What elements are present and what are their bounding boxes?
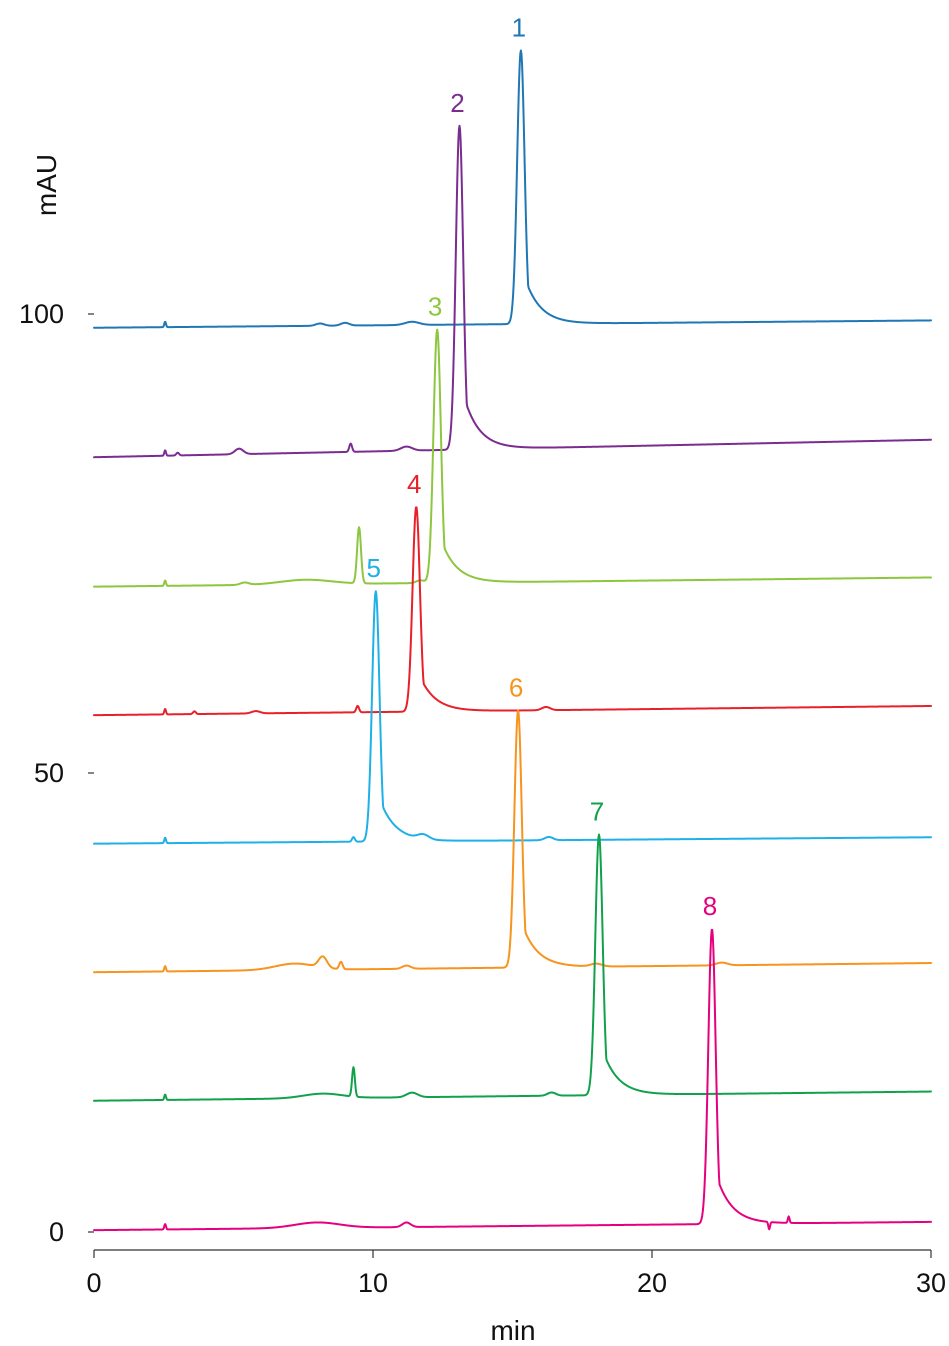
x-tick-label: 10 [358,1268,388,1298]
x-tick-label: 30 [916,1268,946,1298]
trace-4 [93,506,932,717]
x-tick-label: 20 [637,1268,667,1298]
y-tick-label: 0 [49,1217,64,1247]
peak-label-4: 4 [407,469,421,499]
peak-label-1: 1 [512,13,526,43]
y-axis-title: mAU [31,154,62,216]
axes-layer: 0 10 20 30 0 50 100 [19,299,946,1298]
trace-7 [93,833,932,1102]
peak-label-8: 8 [703,891,717,921]
peak-label-7: 7 [590,797,604,827]
trace-6 [93,709,932,974]
x-axis-title: min [490,1315,535,1346]
peak-labels-layer: 1 2 3 4 5 6 7 8 [367,13,718,922]
y-tick-label: 100 [19,299,64,329]
trace-3 [93,328,932,588]
trace-1 [93,49,932,329]
trace-5 [93,590,932,845]
peak-label-2: 2 [450,88,464,118]
x-tick-label: 0 [86,1268,101,1298]
y-tick-label: 50 [34,758,64,788]
peak-label-5: 5 [367,553,381,583]
traces-layer [93,49,932,1232]
trace-8 [93,928,932,1232]
peak-label-3: 3 [428,292,442,322]
peak-label-6: 6 [509,673,523,703]
trace-2 [93,124,932,459]
